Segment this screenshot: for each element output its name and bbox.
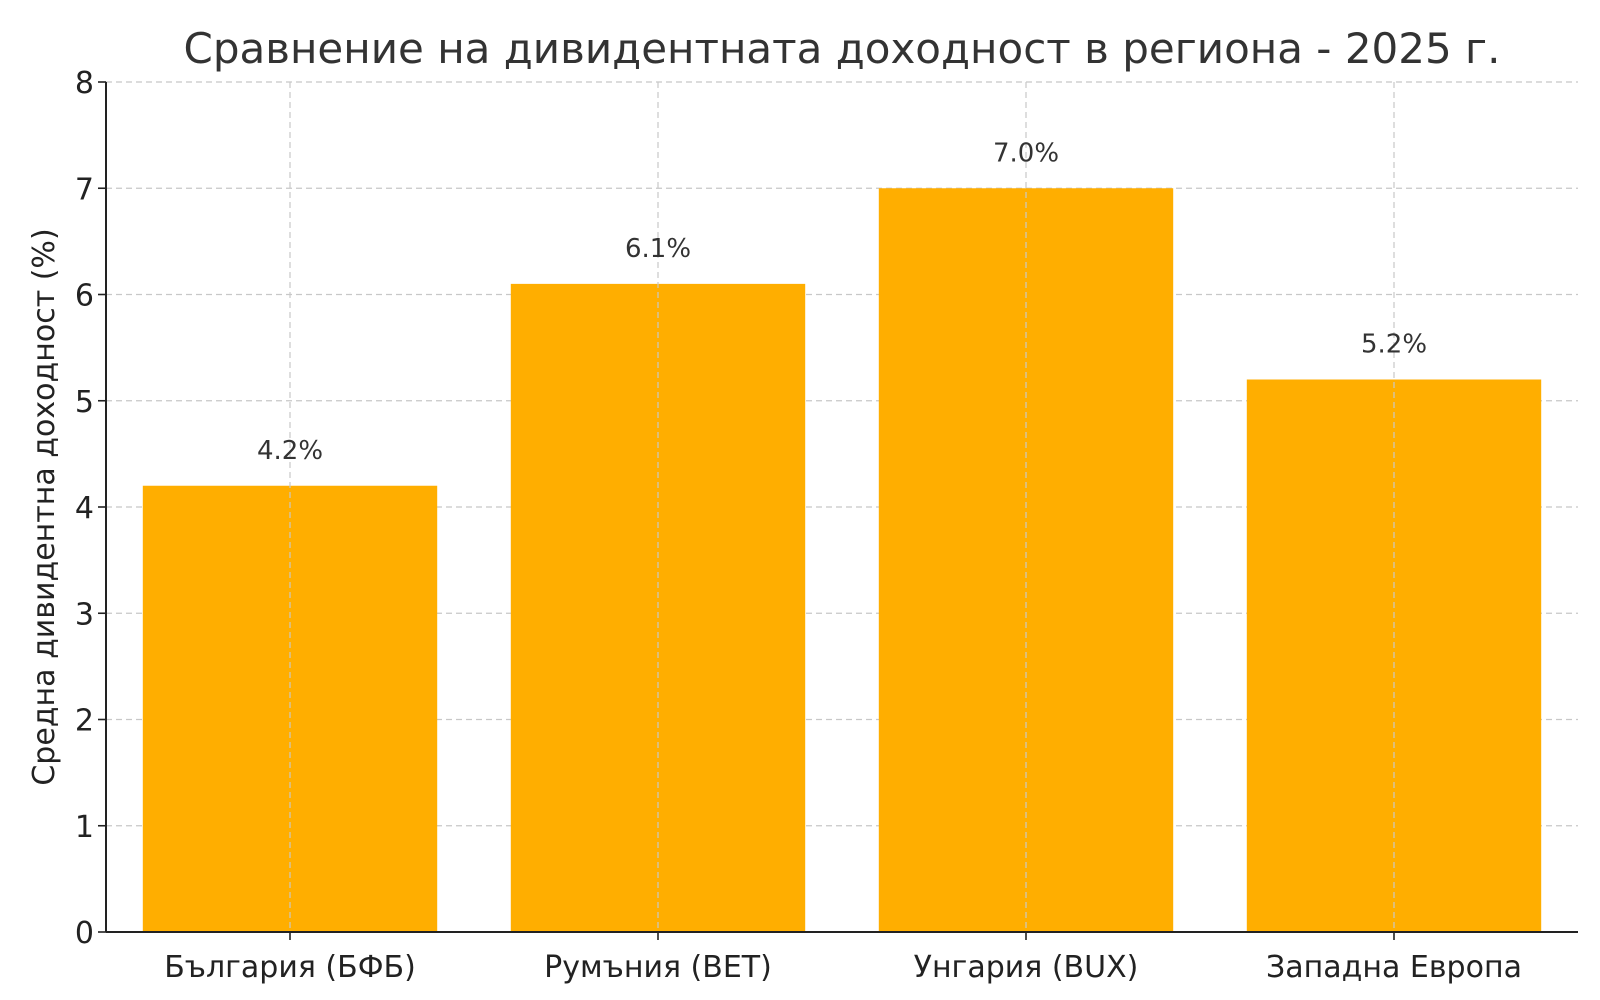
- y-tick-label: 2: [75, 704, 94, 739]
- y-tick-label: 4: [75, 491, 94, 526]
- y-tick-label: 1: [75, 810, 94, 845]
- axes: [98, 81, 1578, 940]
- y-tick-label: 0: [75, 916, 94, 951]
- y-axis-label: Средна дивидентна доходност (%): [27, 228, 62, 785]
- y-tick-labels: 0 1 2 3 4 5 6 7 8: [75, 66, 94, 951]
- y-tick-label: 8: [75, 66, 94, 101]
- chart-title: Сравнение на дивидентната доходност в ре…: [184, 24, 1501, 73]
- y-tick-label: 3: [75, 597, 94, 632]
- x-tick-label: Унгария (BUX): [914, 950, 1139, 985]
- grid-overlay: [289, 82, 1395, 932]
- data-labels: 4.2% 6.1% 7.0% 5.2%: [257, 138, 1427, 466]
- y-tick-label: 7: [75, 172, 94, 207]
- data-label: 6.1%: [625, 234, 691, 264]
- x-tick-label: Румъния (BET): [544, 950, 772, 985]
- x-tick-label: България (БФБ): [164, 950, 416, 985]
- bars: [142, 188, 1542, 932]
- data-label: 4.2%: [257, 436, 323, 466]
- x-tick-labels: България (БФБ) Румъния (BET) Унгария (BUX)…: [164, 950, 1522, 985]
- y-tick-label: 6: [75, 279, 94, 314]
- y-tick-label: 5: [75, 385, 94, 420]
- data-label: 7.0%: [993, 138, 1059, 168]
- data-label: 5.2%: [1361, 330, 1427, 360]
- bar: [878, 188, 1174, 932]
- x-tick-label: Западна Европа: [1266, 950, 1522, 985]
